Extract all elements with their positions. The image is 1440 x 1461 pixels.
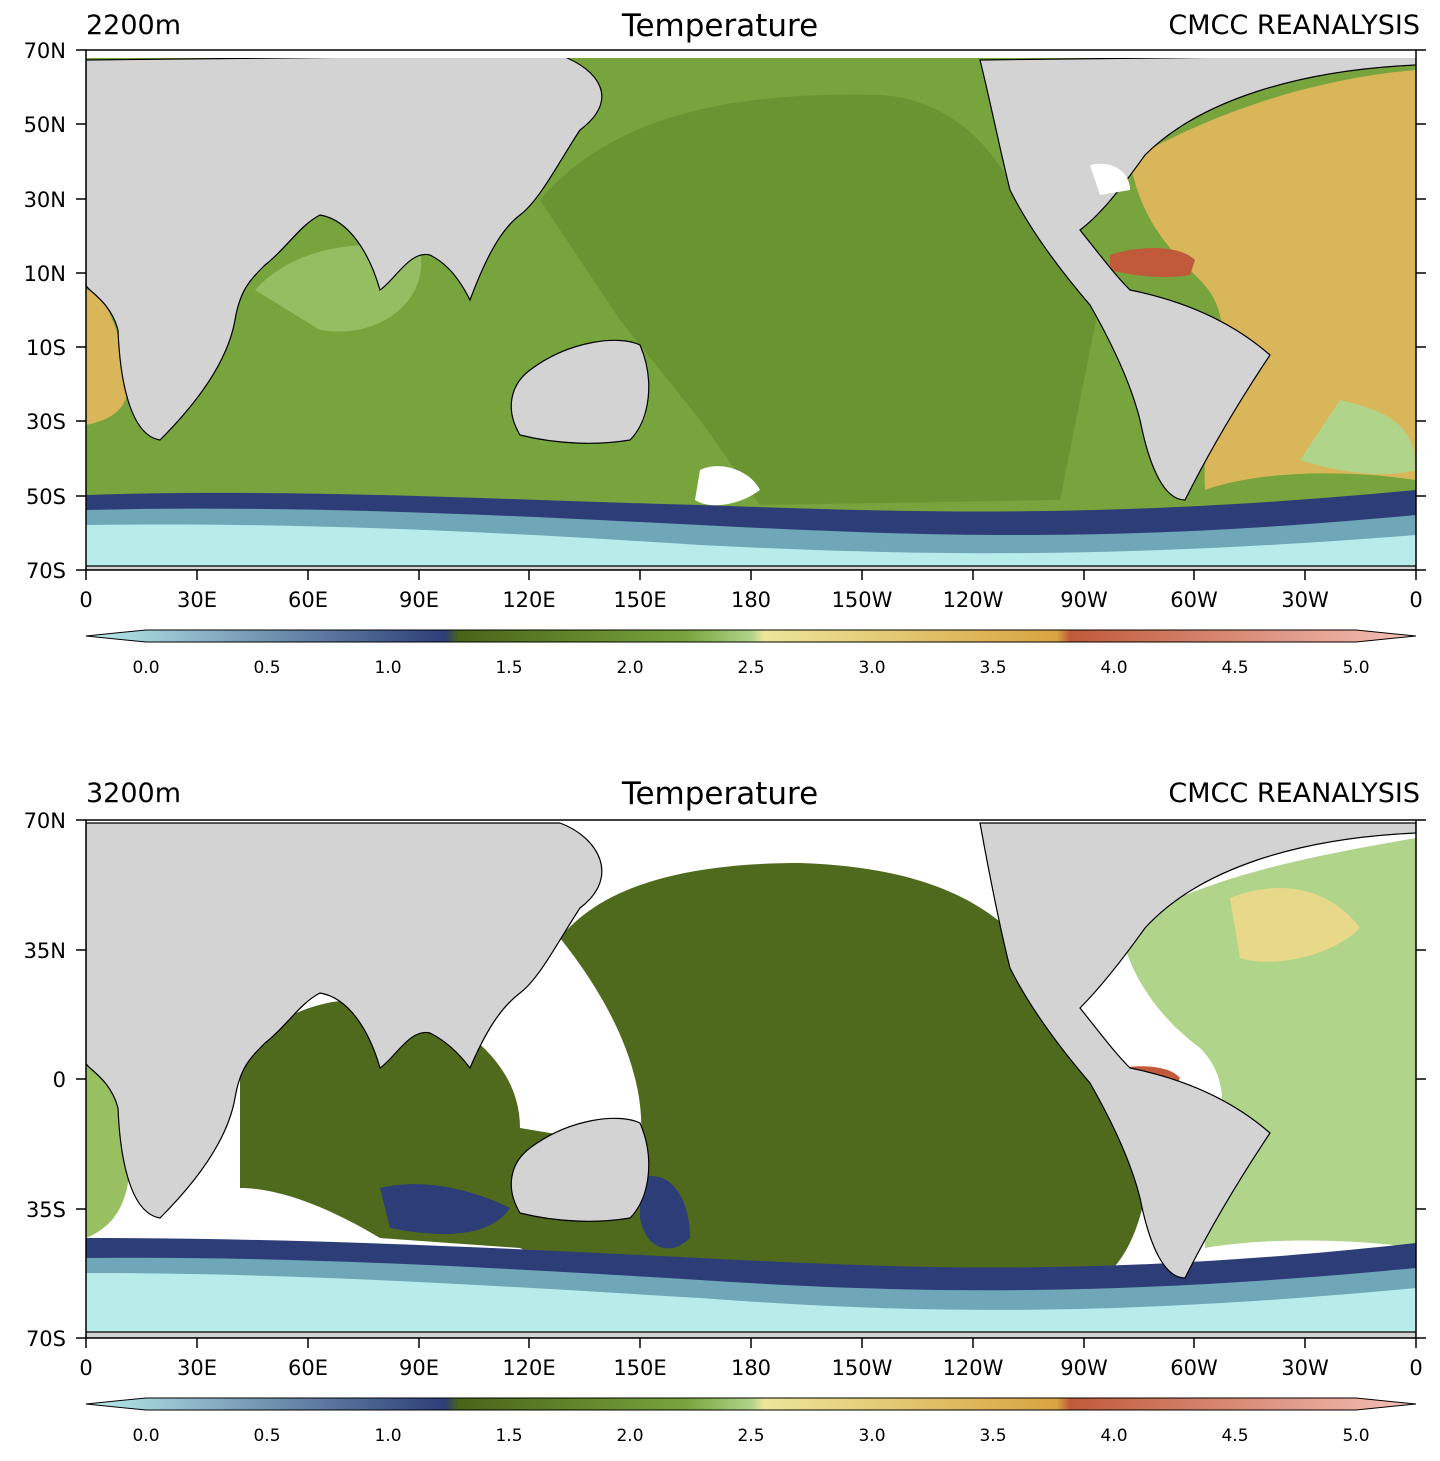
lon-axis: 0 30E 60E 90E 120E 150E 180 150W 120W 90… [79,570,1423,612]
lon-tick-label: 180 [731,588,771,612]
colorbar-tick-label: 4.0 [1100,1426,1127,1446]
map-panel-2200m: 2200m Temperature CMCC REANALYSIS [0,0,1440,700]
tasman-deep-blue [640,1176,690,1249]
colorbar-tick-label: 4.5 [1221,1426,1248,1446]
colorbar-tick-label: 2.5 [737,1426,764,1446]
panel-title: Temperature [621,8,819,44]
colorbar-tick-label: 3.5 [979,1426,1006,1446]
map-panel-3200m: 3200m Temperature CMCC REANALYSIS [0,768,1440,1461]
source-label: CMCC REANALYSIS [1168,778,1420,809]
colorbar-tick-label: 0.0 [132,658,159,678]
lon-tick-label: 60W [1170,588,1218,612]
lon-tick-label: 0 [79,588,92,612]
lon-tick-label: 0 [79,1356,92,1380]
no-data-regions [86,50,1416,506]
colorbar-tick-label: 5.0 [1342,1426,1369,1446]
lon-tick-label: 30W [1281,588,1329,612]
lon-tick-label: 30E [177,1356,217,1380]
colorbar-tick-label: 2.0 [616,1426,643,1446]
lon-tick-label: 90E [399,1356,439,1380]
colorbar-tick-label: 0.0 [132,1426,159,1446]
southern-ocean-cold [86,524,1416,570]
colorbar-tick-label: 3.5 [979,658,1006,678]
lon-tick-label: 180 [731,1356,771,1380]
lon-tick-label: 150W [832,588,893,612]
temperature-map: 70N 50N 30N 10N 10S 30S 50S 70S 0 30E [24,39,1426,678]
colorbar-tick-label: 3.0 [858,1426,885,1446]
lon-tick-label: 60W [1170,1356,1218,1380]
colorbar-tick-label: 0.5 [253,1426,280,1446]
land-masses [86,54,1416,570]
west-african-warm [86,290,129,425]
colorbar-tick-label: 0.5 [253,658,280,678]
lat-tick-label: 10S [26,336,66,360]
southern-ocean-cold [86,1273,1416,1338]
colorbar-tick-label: 1.5 [495,1426,522,1446]
lat-tick-label: 50S [26,485,66,509]
lon-tick-label: 60E [288,1356,328,1380]
depth-label: 2200m [86,10,182,41]
lat-axis: 70N 50N 30N 10N 10S 30S 50S 70S [24,39,1426,583]
lon-tick-label: 120W [943,588,1004,612]
atlantic-warm [1130,70,1416,490]
lon-tick-label: 30E [177,588,217,612]
lon-tick-label: 90W [1060,588,1108,612]
lon-tick-label: 90W [1060,1356,1108,1380]
lat-tick-label: 50N [24,113,66,137]
lat-tick-label: 30S [26,410,66,434]
colorbar-tick-label: 1.5 [495,658,522,678]
lon-tick-label: 0 [1409,588,1422,612]
lat-tick-label: 35S [26,1198,66,1222]
colorbar: 0.0 0.5 1.0 1.5 2.0 2.5 3.0 3.5 4.0 4.5 … [85,1397,1417,1446]
lon-tick-label: 90E [399,588,439,612]
colorbar-tick-label: 2.5 [737,658,764,678]
lat-tick-label: 35N [24,939,66,963]
caribbean-warm [1110,248,1195,278]
atlantic-north-yellow [1230,888,1360,962]
lon-axis: 0 30E 60E 90E 120E 150E 180 150W 120W 90… [79,1338,1423,1380]
lon-tick-label: 120W [943,1356,1004,1380]
colorbar-tick-label: 2.0 [616,658,643,678]
colorbar-tick-label: 4.5 [1221,658,1248,678]
lon-tick-label: 60E [288,588,328,612]
colorbar: 0.0 0.5 1.0 1.5 2.0 2.5 3.0 3.5 4.0 4.5 … [85,629,1417,678]
colorbar-tick-label: 4.0 [1100,658,1127,678]
panel-title: Temperature [621,776,819,812]
west-african-green [86,1058,130,1238]
lat-tick-label: 70N [24,809,66,833]
colorbar-tick-label: 1.0 [374,1426,401,1446]
lat-tick-label: 70S [26,559,66,583]
lat-tick-label: 10N [24,262,66,286]
pacific-basin [540,94,1100,506]
lon-tick-label: 150W [832,1356,893,1380]
colorbar-tick-label: 1.0 [374,658,401,678]
lat-axis: 70N 35N 0 35S 70S [24,809,1426,1351]
lat-tick-label: 30N [24,188,66,212]
lon-tick-label: 150E [613,588,666,612]
lat-tick-label: 0 [53,1068,66,1092]
colorbar-tick-label: 5.0 [1342,658,1369,678]
source-label: CMCC REANALYSIS [1168,10,1420,41]
land-masses [86,822,1416,1338]
lon-tick-label: 0 [1409,1356,1422,1380]
lon-tick-label: 30W [1281,1356,1329,1380]
lon-tick-label: 120E [502,1356,555,1380]
lon-tick-label: 120E [502,588,555,612]
indian-deep-blue [380,1184,510,1234]
atlantic-south-green [1300,400,1416,475]
temperature-map: 70N 35N 0 35S 70S 0 30E 60E 90E 120E [24,809,1426,1446]
depth-label: 3200m [86,778,182,809]
lat-tick-label: 70N [24,39,66,63]
lon-tick-label: 150E [613,1356,666,1380]
colorbar-tick-label: 3.0 [858,658,885,678]
lat-tick-label: 70S [26,1327,66,1351]
